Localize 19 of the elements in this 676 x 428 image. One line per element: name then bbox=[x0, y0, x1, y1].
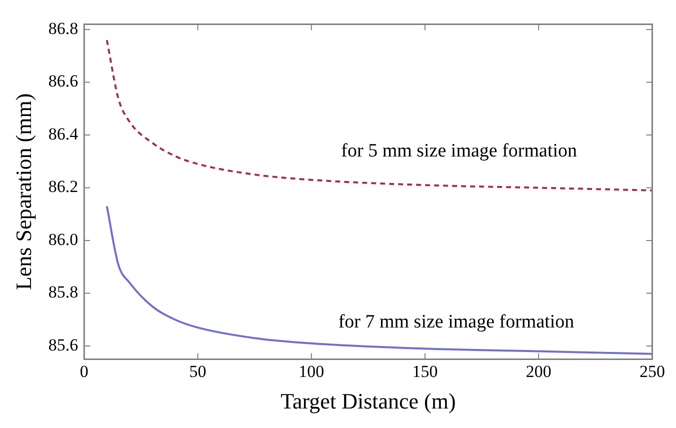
y-tick-label: 86.2 bbox=[48, 177, 78, 196]
line-series bbox=[106, 205, 652, 355]
annotation: for 5 mm size image formation bbox=[341, 140, 578, 162]
x-tick-label: 100 bbox=[298, 362, 324, 381]
y-axis-title: Lens Separation (mm) bbox=[10, 93, 36, 290]
x-tick-label: 200 bbox=[526, 362, 552, 381]
x-axis-title: Target Distance (m) bbox=[280, 388, 456, 414]
y-tick-label: 86.4 bbox=[48, 124, 79, 144]
annotation: for 7 mm size image formation bbox=[338, 311, 575, 332]
x-tick-label: 50 bbox=[189, 362, 206, 381]
line-series bbox=[106, 39, 652, 192]
x-tick-label: 0 bbox=[80, 362, 88, 381]
y-tick-label: 85.8 bbox=[48, 282, 78, 302]
x-tick-label: 250 bbox=[640, 362, 665, 381]
y-tick-label: 85.6 bbox=[48, 335, 78, 354]
y-tick-label: 86.6 bbox=[48, 72, 78, 91]
y-tick-label: 86.8 bbox=[48, 18, 78, 38]
y-tick-label: 86.0 bbox=[48, 230, 78, 249]
x-tick-label: 150 bbox=[412, 362, 438, 381]
